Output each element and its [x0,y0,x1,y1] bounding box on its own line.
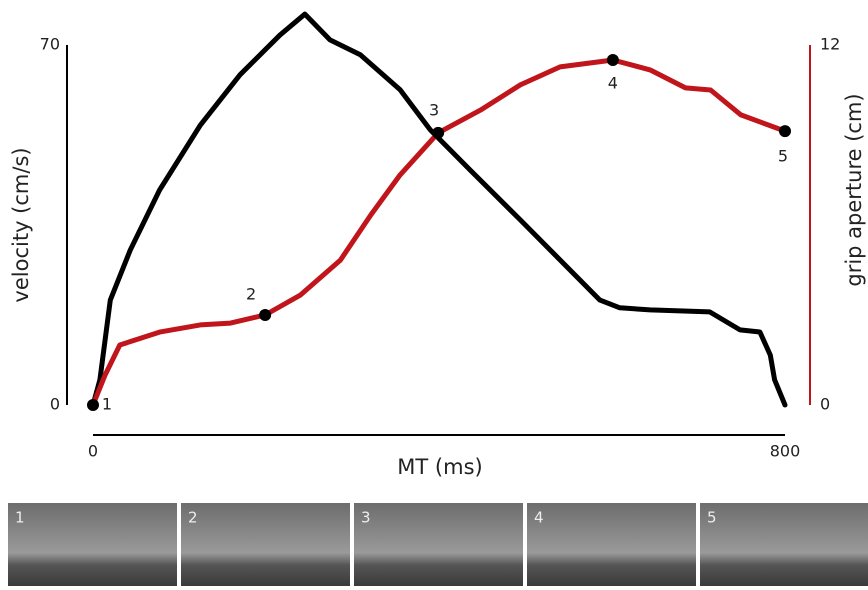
y-tick-label: 0 [50,395,60,414]
series-line [90,11,788,408]
y-axis-label: velocity (cm/s) [9,147,33,302]
frame-label: 1 [15,509,25,527]
series-line [90,57,788,408]
point-label: 3 [429,100,439,119]
point-label: 5 [778,147,788,166]
y2-tick-label: 0 [820,395,830,414]
y-tick-label: 70 [40,35,60,54]
frame-photo [181,503,350,586]
point-marker [432,126,445,139]
frame-label: 3 [361,509,371,527]
point-label: 2 [246,285,256,304]
frame-photo [700,503,868,586]
frame-label: 2 [188,509,198,527]
y2-tick-label: 12 [820,35,840,54]
point-label: 1 [102,395,112,414]
frame-photo [8,503,177,586]
x-axis-label: MT (ms) [397,455,482,479]
frame-photo [354,503,523,586]
x-tick-label: 800 [770,442,801,461]
x-tick-label: 0 [88,442,98,461]
frame-label: 5 [707,509,717,527]
point-marker [259,309,272,321]
point-marker [87,399,99,411]
point-marker [779,125,791,138]
y2-axis-label: grip aperture (cm) [842,93,866,286]
frame-photo [527,503,696,586]
point-label: 4 [608,74,618,93]
frame-label: 4 [534,509,544,527]
point-marker [606,54,619,66]
